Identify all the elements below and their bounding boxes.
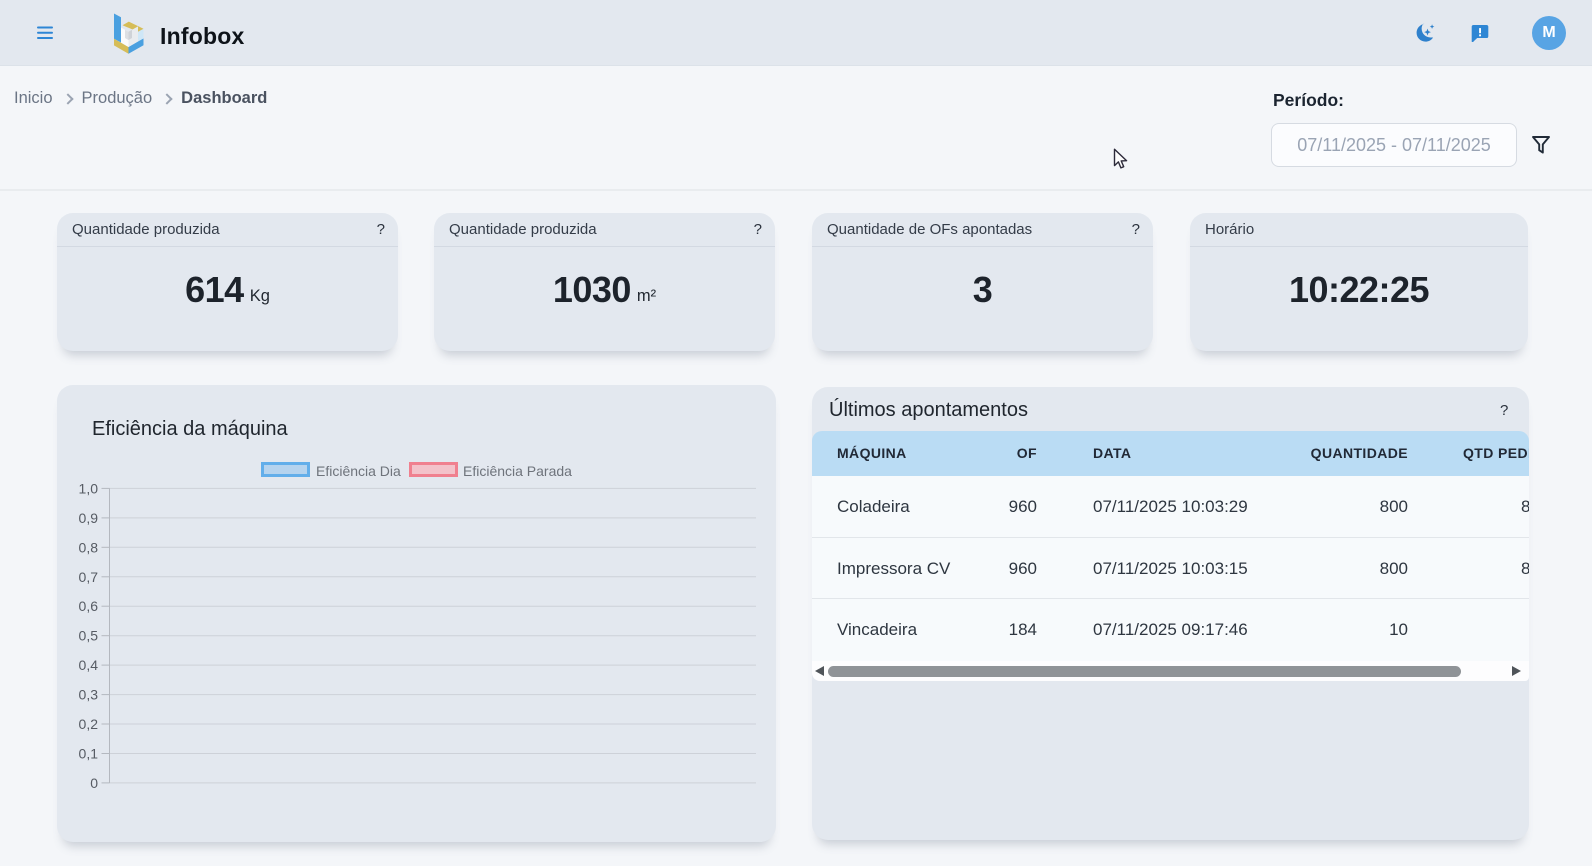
svg-text:1,0: 1,0 [79,480,99,496]
svg-text:0,8: 0,8 [79,539,99,555]
svg-text:0,1: 0,1 [79,746,99,762]
svg-text:0: 0 [90,775,98,791]
svg-text:0,5: 0,5 [79,628,99,644]
svg-text:0,6: 0,6 [79,598,99,614]
svg-text:0,3: 0,3 [79,687,99,703]
svg-text:0,7: 0,7 [79,569,99,585]
svg-text:0,9: 0,9 [79,510,99,526]
svg-text:0,4: 0,4 [79,657,99,673]
svg-text:0,2: 0,2 [79,716,99,732]
